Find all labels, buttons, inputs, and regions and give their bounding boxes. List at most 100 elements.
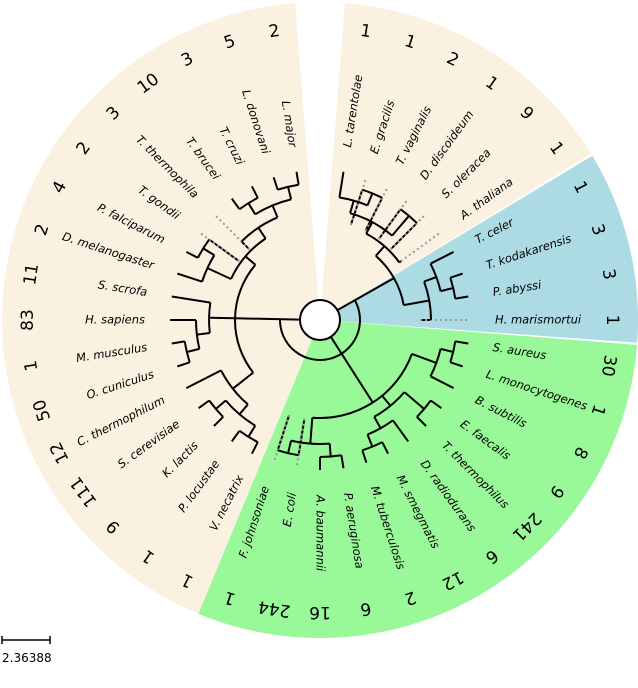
- branch-arc: [429, 348, 442, 377]
- count-label: 83: [18, 309, 38, 331]
- branch-segment: [430, 251, 455, 265]
- leaf-label: E. coli: [280, 491, 299, 528]
- tree-branches: [170, 171, 470, 470]
- branch-segment: [196, 332, 210, 336]
- branch-segment: [430, 375, 455, 389]
- branch-segment: [171, 295, 211, 304]
- branch-segment: [176, 361, 191, 368]
- branch-segment: [251, 185, 259, 199]
- branch-segment: [416, 416, 427, 427]
- branch-segment: [449, 272, 464, 279]
- branch-segment: [403, 299, 430, 307]
- branch-segment: [215, 399, 227, 410]
- branch-segment: [287, 440, 293, 454]
- branch-segment: [455, 295, 469, 300]
- branch-arc: [278, 299, 361, 362]
- branch-arc: [429, 263, 442, 292]
- branch-segment: [381, 441, 389, 455]
- branch-arc: [312, 353, 413, 419]
- branch-segment: [373, 416, 382, 429]
- sector-bacteria: [198, 320, 638, 638]
- leaf-label: H. marismortui: [495, 313, 582, 327]
- branch-segment: [338, 171, 345, 198]
- dotted-extension: [389, 213, 427, 251]
- branch-segment: [287, 186, 293, 200]
- branch-segment: [340, 455, 345, 469]
- branch-segment: [271, 205, 279, 218]
- branch-segment: [206, 267, 232, 280]
- sector-archaea: [320, 155, 638, 343]
- branch-segment: [295, 171, 300, 185]
- count-label: 6: [359, 598, 373, 619]
- root-branch: [329, 336, 374, 404]
- scale-bar: 2.36388: [1, 636, 52, 665]
- branch-segment: [381, 395, 392, 407]
- sector-eukaryota: [2, 3, 321, 614]
- branch-segment: [440, 287, 454, 293]
- root-circle: [299, 299, 341, 341]
- root-branch: [234, 317, 301, 321]
- branch-segment: [251, 441, 259, 455]
- count-label: 30: [597, 353, 620, 378]
- branch-segment: [213, 416, 224, 427]
- branch-segment: [257, 227, 267, 240]
- branch-segment: [440, 347, 454, 353]
- count-label: 16: [309, 602, 331, 622]
- branch-segment: [423, 276, 437, 283]
- branch-segment: [411, 352, 437, 364]
- branch-segment: [392, 419, 410, 442]
- branch-segment: [366, 434, 374, 447]
- branch-segment: [232, 371, 254, 390]
- scale-bar-label: 2.36388: [2, 651, 52, 665]
- branch-segment: [247, 202, 257, 215]
- dotted-extension: [198, 230, 240, 263]
- count-label: 1: [21, 359, 42, 373]
- branch-segment: [208, 316, 236, 320]
- count-label: 1: [359, 21, 373, 42]
- count-label: 11: [20, 262, 43, 287]
- branch-segment: [202, 247, 215, 257]
- branch-arc: [194, 319, 201, 350]
- clade-sectors: [2, 3, 638, 638]
- branch-segment: [185, 369, 222, 389]
- branch-segment: [309, 417, 314, 444]
- sector-eukaryota: [320, 3, 592, 320]
- root-branch: [336, 277, 395, 311]
- dotted-extension: [272, 414, 291, 464]
- leaf-label: H. sapiens: [85, 313, 145, 327]
- branch-segment: [449, 361, 464, 368]
- branch-arc: [339, 196, 368, 207]
- count-label: 3: [598, 267, 619, 281]
- branch-arc: [367, 419, 394, 436]
- branch-segment: [230, 198, 241, 210]
- branch-segment: [361, 449, 368, 464]
- branch-segment: [198, 399, 210, 410]
- branch-segment: [186, 347, 200, 353]
- dotted-extension: [400, 230, 442, 263]
- branch-segment: [391, 215, 410, 237]
- branch-segment: [328, 443, 332, 457]
- branch-segment: [349, 200, 355, 214]
- branch-segment: [176, 272, 203, 283]
- branch-segment: [247, 425, 257, 438]
- dotted-extension: [364, 185, 389, 232]
- branch-segment: [230, 430, 241, 442]
- count-label: 2: [267, 21, 281, 42]
- dotted-extension: [213, 213, 251, 251]
- dotted-extension: [377, 198, 410, 240]
- branch-segment: [366, 193, 374, 206]
- branch-segment: [430, 399, 442, 410]
- branch-segment: [365, 221, 374, 235]
- branch-segment: [375, 245, 386, 257]
- branch-segment: [403, 391, 425, 410]
- branch-segment: [455, 340, 469, 345]
- branch-segment: [171, 340, 185, 345]
- branch-segment: [244, 255, 257, 266]
- count-label: 1: [602, 315, 622, 326]
- leaf-label: A. baumannii: [314, 494, 328, 572]
- branch-segment: [272, 176, 279, 191]
- dotted-extension: [295, 418, 306, 469]
- branch-segment: [185, 251, 199, 259]
